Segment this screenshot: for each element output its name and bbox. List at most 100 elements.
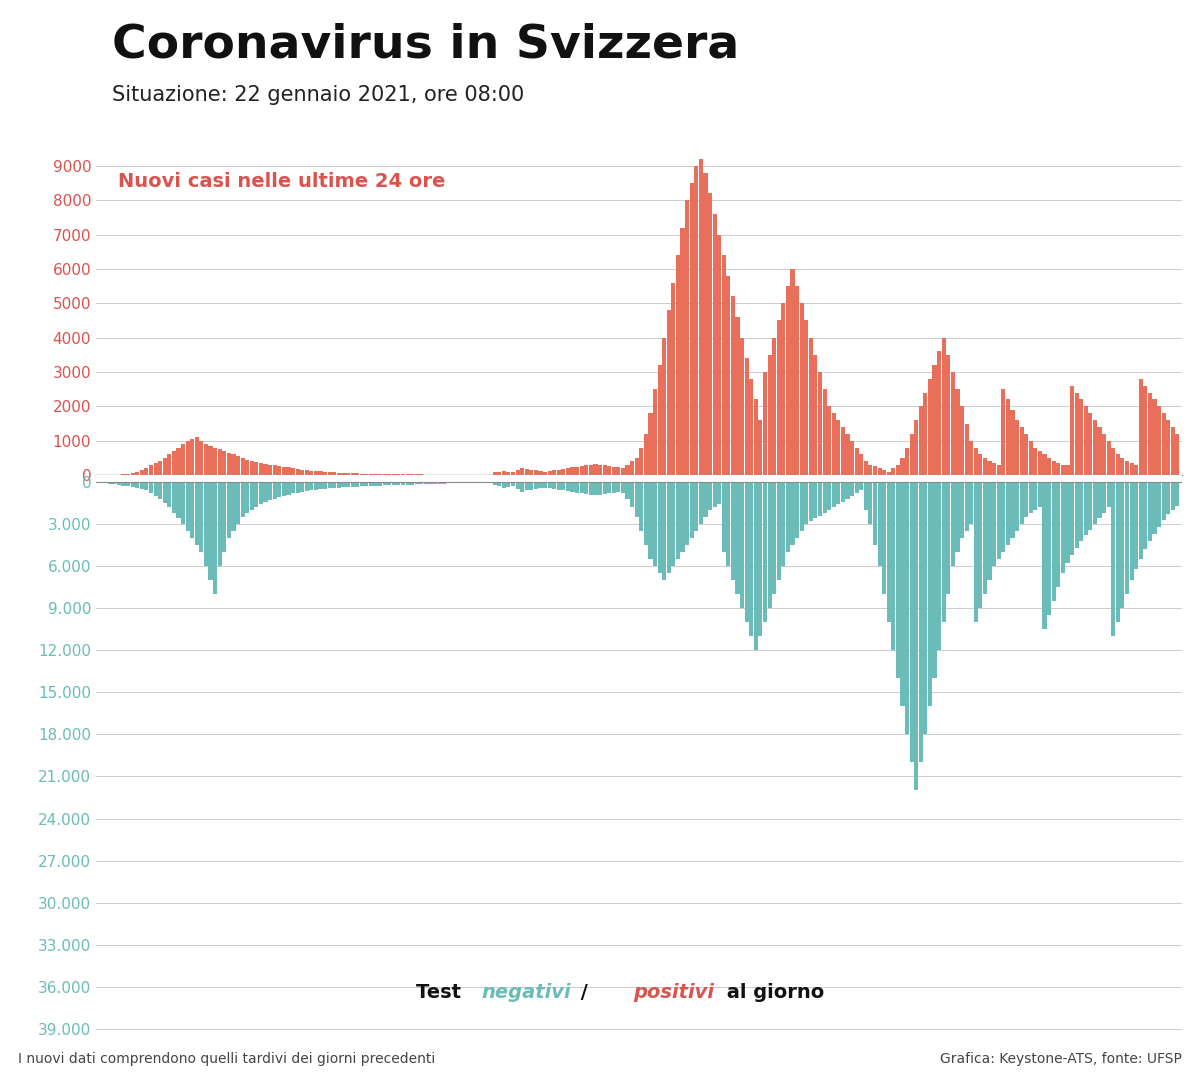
Bar xyxy=(1079,399,1084,475)
Bar xyxy=(176,448,180,475)
Bar xyxy=(598,465,602,475)
Bar xyxy=(446,482,451,483)
Bar xyxy=(506,482,510,487)
Bar xyxy=(859,482,863,491)
Bar xyxy=(703,173,708,475)
Bar xyxy=(295,469,300,475)
Bar xyxy=(836,482,840,505)
Bar xyxy=(617,482,620,492)
Bar xyxy=(552,470,557,475)
Bar xyxy=(841,427,845,475)
Bar xyxy=(332,473,336,475)
Bar xyxy=(721,482,726,552)
Bar xyxy=(947,482,950,595)
Bar xyxy=(1088,413,1092,475)
Bar xyxy=(630,482,634,507)
Bar xyxy=(1043,454,1046,475)
Bar xyxy=(1175,434,1180,475)
Bar xyxy=(589,465,593,475)
Bar xyxy=(653,482,658,566)
Bar xyxy=(131,482,134,487)
Bar xyxy=(259,482,263,505)
Bar xyxy=(268,465,272,475)
Text: negativi: negativi xyxy=(481,983,571,1002)
Bar xyxy=(1028,440,1033,475)
Text: GIU: GIU xyxy=(574,496,607,515)
Bar xyxy=(245,482,250,513)
Bar xyxy=(970,440,973,475)
Bar xyxy=(419,482,424,484)
Bar xyxy=(323,482,328,489)
Bar xyxy=(594,464,598,475)
Bar xyxy=(804,482,809,524)
Bar xyxy=(818,372,822,475)
Bar xyxy=(1124,482,1129,595)
Bar xyxy=(391,482,396,486)
Bar xyxy=(892,468,895,475)
Bar xyxy=(676,256,680,475)
Bar xyxy=(167,482,172,507)
Bar xyxy=(121,482,126,486)
Bar xyxy=(181,482,185,524)
Bar xyxy=(768,355,772,475)
Bar xyxy=(1010,410,1014,475)
Bar xyxy=(314,470,318,475)
Bar xyxy=(695,166,698,475)
Bar xyxy=(373,482,378,486)
Bar xyxy=(217,449,222,475)
Bar xyxy=(350,482,355,487)
Bar xyxy=(718,482,721,505)
Bar xyxy=(955,482,960,552)
Bar xyxy=(199,440,204,475)
Bar xyxy=(644,482,648,545)
Bar xyxy=(194,437,199,475)
Bar xyxy=(910,482,913,763)
Bar xyxy=(786,286,790,475)
Bar xyxy=(942,338,946,475)
Text: |: | xyxy=(240,496,245,513)
Text: |: | xyxy=(98,496,103,513)
Bar xyxy=(368,474,373,475)
Bar xyxy=(346,473,350,475)
Bar xyxy=(360,474,364,475)
Bar xyxy=(300,469,305,475)
Bar xyxy=(988,482,991,581)
Bar xyxy=(1098,482,1102,519)
Bar xyxy=(928,482,932,707)
Bar xyxy=(350,474,355,475)
Bar xyxy=(754,399,758,475)
Bar xyxy=(456,482,460,483)
Bar xyxy=(932,365,937,475)
Bar xyxy=(892,482,895,651)
Bar xyxy=(1074,393,1079,475)
Bar xyxy=(1116,482,1120,623)
Bar xyxy=(676,482,680,559)
Bar xyxy=(227,482,230,538)
Bar xyxy=(758,482,762,637)
Bar xyxy=(882,482,887,595)
Bar xyxy=(328,472,331,475)
Bar xyxy=(378,482,382,486)
Bar xyxy=(745,358,749,475)
Text: Situazione: 22 gennaio 2021, ore 08:00: Situazione: 22 gennaio 2021, ore 08:00 xyxy=(113,85,524,105)
Bar xyxy=(406,482,409,484)
Bar xyxy=(172,482,176,513)
Bar xyxy=(872,466,877,475)
Bar xyxy=(264,464,268,475)
Bar xyxy=(630,462,634,475)
Bar xyxy=(1066,465,1069,475)
Text: LUG: LUG xyxy=(712,496,749,515)
Bar xyxy=(749,482,754,637)
Bar xyxy=(900,457,905,475)
Bar xyxy=(680,228,684,475)
Bar xyxy=(204,445,208,475)
Bar xyxy=(167,454,172,475)
Bar xyxy=(992,482,996,566)
Bar xyxy=(864,462,868,475)
Text: positivi: positivi xyxy=(634,983,714,1002)
Bar xyxy=(277,466,281,475)
Bar xyxy=(589,482,593,494)
Bar xyxy=(557,469,560,475)
Bar xyxy=(126,474,130,475)
Bar xyxy=(822,390,827,475)
